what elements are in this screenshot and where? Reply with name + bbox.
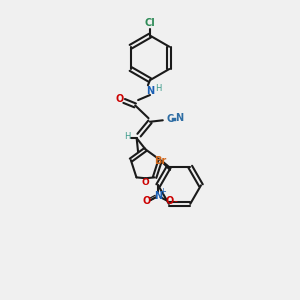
Text: N: N <box>154 191 162 201</box>
Text: -: - <box>173 196 177 206</box>
Text: O: O <box>143 196 151 206</box>
Text: O: O <box>142 178 149 187</box>
Text: Cl: Cl <box>145 18 155 28</box>
Text: O: O <box>116 94 124 104</box>
Text: N: N <box>175 113 183 123</box>
Text: H: H <box>155 84 161 93</box>
Text: N: N <box>146 85 154 96</box>
Text: C: C <box>166 114 173 124</box>
Text: Br: Br <box>154 157 167 166</box>
Text: H: H <box>124 131 131 140</box>
Text: O: O <box>165 196 174 206</box>
Text: +: + <box>159 187 166 196</box>
